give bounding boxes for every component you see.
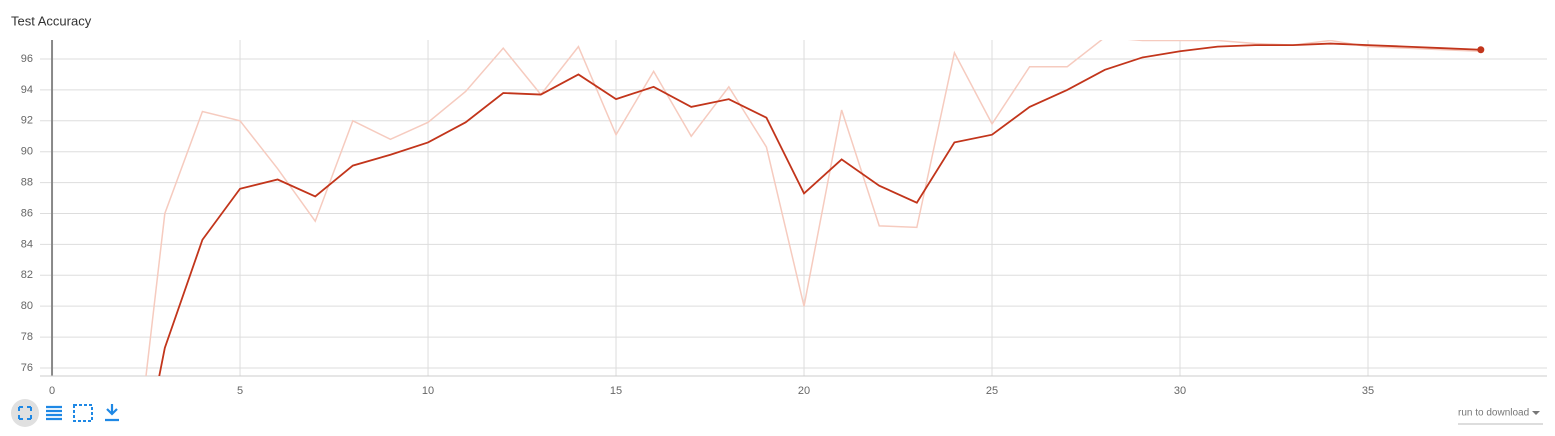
log-scale-button[interactable]	[46, 405, 62, 421]
x-tick-label: 15	[610, 385, 622, 397]
select-label: run to download	[1458, 408, 1529, 419]
y-tick-label: 94	[21, 84, 33, 96]
series-line	[145, 40, 1481, 376]
y-tick-label: 80	[21, 300, 33, 312]
chart-title: Test Accuracy	[11, 13, 92, 28]
y-tick-label: 82	[21, 269, 33, 281]
x-tick-label: 30	[1174, 385, 1186, 397]
y-tick-label: 90	[21, 146, 33, 158]
y-tick-label: 84	[21, 238, 33, 250]
fit-domain-button[interactable]	[73, 404, 93, 422]
download-button[interactable]	[105, 404, 119, 422]
x-tick-label: 0	[49, 385, 55, 397]
dropdown-arrow	[1532, 411, 1540, 415]
x-tick-label: 25	[986, 385, 998, 397]
x-tick-label: 20	[798, 385, 810, 397]
y-tick-label: 78	[21, 331, 33, 343]
download-select[interactable]: run to download	[1458, 408, 1543, 425]
y-tick-label: 76	[21, 362, 33, 374]
x-tick-label: 10	[422, 385, 434, 397]
series-line	[158, 42, 1481, 376]
y-tick-label: 88	[21, 176, 33, 188]
fullscreen-icon	[18, 406, 32, 420]
y-tick-label: 86	[21, 207, 33, 219]
toolbar: run to download	[11, 399, 1543, 427]
x-tick-label: 5	[237, 385, 243, 397]
y-tick-label: 96	[21, 53, 33, 65]
last-point	[1477, 46, 1485, 54]
fullscreen-button[interactable]	[11, 399, 39, 427]
y-tick-label: 92	[21, 115, 33, 127]
x-tick-label: 35	[1362, 385, 1374, 397]
